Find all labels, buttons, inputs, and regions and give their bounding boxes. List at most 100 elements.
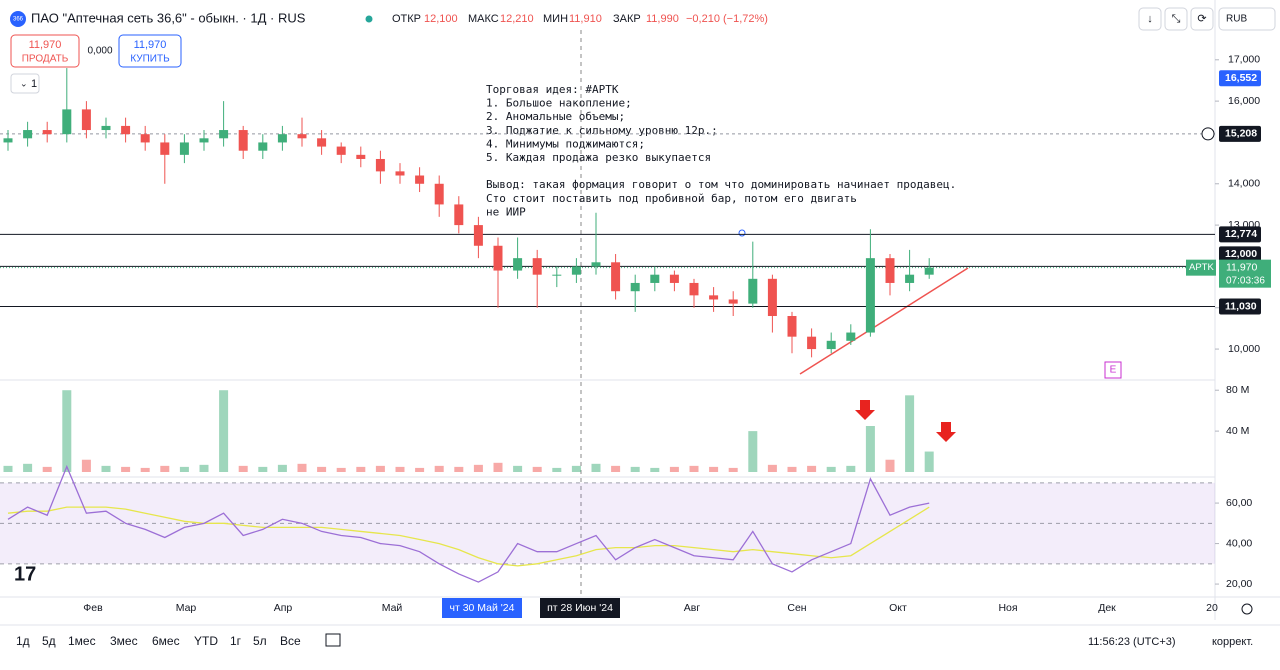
volume-bar [630, 466, 640, 472]
volume-bar [532, 466, 542, 472]
volume-bar [650, 467, 660, 472]
price-badge [1219, 298, 1261, 315]
annotation-line: 4. Минимумы поджимаются; [486, 137, 645, 150]
volume-bar [277, 464, 287, 472]
period-button[interactable]: Все [280, 634, 301, 648]
period-button[interactable]: 1г [230, 634, 242, 648]
volume-bar [356, 466, 366, 472]
collapse-button[interactable] [1164, 7, 1188, 31]
countdown: 07:03:36 [1226, 275, 1265, 286]
settings-icon[interactable] [1241, 603, 1253, 615]
candle-body [160, 142, 170, 155]
reload-button[interactable] [1190, 7, 1214, 31]
period-button[interactable]: YTD [194, 634, 218, 648]
quantity-toggle[interactable] [10, 73, 40, 94]
candle-body [121, 125, 131, 135]
candle-body [532, 258, 542, 275]
volume-bar [336, 467, 346, 472]
time-label: Фев [83, 602, 103, 614]
period-button[interactable]: 3мес [110, 634, 138, 648]
price-tick-label: 17,000 [1228, 54, 1260, 66]
volume-bar [669, 466, 679, 472]
candle-body [238, 130, 248, 151]
period-button[interactable]: 5д [42, 634, 56, 648]
volume-bar [297, 463, 307, 472]
sell-button[interactable] [10, 34, 80, 68]
candle-body [356, 154, 366, 159]
volume-bar [140, 467, 150, 472]
price-badge-label: 16,552 [1225, 72, 1257, 84]
time-label: Мар [176, 602, 197, 614]
price-badge-label: 12,774 [1225, 228, 1257, 240]
adjust-toggle[interactable]: коррект. [1212, 636, 1253, 648]
time-label: Авг [684, 602, 701, 614]
volume-bar [160, 465, 170, 472]
volume-bar [415, 467, 425, 472]
volume-bar [571, 465, 581, 472]
time-label: Дек [1098, 602, 1116, 614]
candle-body [199, 138, 209, 143]
annotation-line: 1. Большое накопление; [486, 97, 632, 110]
time-highlight [540, 598, 620, 618]
period-button[interactable]: 5л [253, 634, 267, 648]
volume-tick-label: 80 M [1226, 384, 1249, 396]
last-price-badge [1219, 259, 1271, 288]
candle-body [42, 130, 52, 135]
volume-bar [924, 451, 934, 472]
rsi-pane [0, 480, 1215, 595]
candle-body [865, 258, 875, 333]
buy-label: КУПИТЬ [130, 54, 170, 65]
volume-bar [317, 466, 327, 472]
candle-body [219, 130, 229, 139]
currency-select[interactable] [1218, 7, 1276, 31]
price-badge-label: 12,000 [1225, 248, 1257, 260]
price-badge-label: 15,208 [1225, 128, 1257, 140]
ohlc-label: МАКС [468, 13, 499, 25]
volume-bar [473, 464, 483, 472]
volume-bar [219, 390, 229, 472]
period-button[interactable]: 1мес [68, 634, 96, 648]
buy-button[interactable] [118, 34, 182, 68]
rsi-tick-label: 60,00 [1226, 497, 1252, 509]
volume-bar [767, 464, 777, 472]
volume-bar [865, 426, 875, 472]
icon: ⌄ [20, 78, 28, 88]
clock: 11:56:23 (UTC+3) [1088, 636, 1176, 648]
calendar-icon[interactable] [325, 633, 341, 647]
volume-bar [434, 465, 444, 472]
time-label: пт 28 Июн '24 [547, 602, 613, 614]
time-label: Окт [889, 602, 907, 614]
price-badge [1219, 226, 1261, 243]
earnings-marker[interactable] [1104, 361, 1122, 379]
candle-body [826, 340, 836, 350]
period-button[interactable]: 1д [16, 634, 30, 648]
rsi-tick-label: 40,00 [1226, 537, 1252, 549]
symbol-logo-text: 366 [13, 17, 24, 23]
volume-bar [375, 465, 385, 472]
rsi-ma-line [7, 506, 930, 567]
time-label: Ноя [998, 602, 1017, 614]
candle-body [179, 142, 189, 155]
ohlc-change: −0,210 (−1,72%) [686, 13, 768, 25]
candle-body [728, 299, 738, 304]
price-tick-label: 14,000 [1228, 178, 1260, 190]
rsi-tick-label: 20,00 [1226, 578, 1252, 590]
time-highlight [442, 598, 522, 618]
annotation-line: не ИИР [486, 205, 526, 218]
volume-bar [42, 466, 52, 472]
candle-body [375, 158, 385, 172]
volume-tick-label: 40 M [1226, 425, 1249, 437]
price-tick-label: 10,000 [1228, 343, 1260, 355]
sell-price: 11,970 [29, 39, 62, 51]
symbol-tag-bg [1186, 259, 1216, 276]
down-button[interactable] [1138, 7, 1162, 31]
icon: ⤡ [1172, 13, 1181, 25]
candle-body [336, 146, 346, 155]
anchor-point [738, 229, 746, 237]
candle-body [709, 295, 719, 300]
candle-body [650, 274, 660, 283]
period-button[interactable]: 6мес [152, 634, 180, 648]
candle-body [591, 262, 601, 267]
volume-bar [611, 465, 621, 472]
volume-bar [846, 465, 856, 472]
